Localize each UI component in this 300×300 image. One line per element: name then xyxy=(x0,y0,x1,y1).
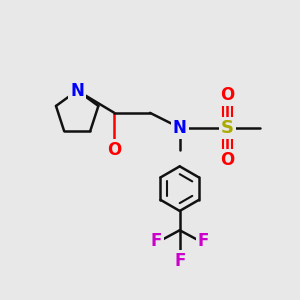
Text: F: F xyxy=(150,232,162,250)
Text: F: F xyxy=(198,232,209,250)
Text: O: O xyxy=(220,86,234,104)
Text: F: F xyxy=(174,253,185,271)
Text: O: O xyxy=(107,141,122,159)
Text: S: S xyxy=(221,119,234,137)
Text: N: N xyxy=(173,119,187,137)
Text: O: O xyxy=(220,152,234,169)
Text: N: N xyxy=(70,82,84,100)
